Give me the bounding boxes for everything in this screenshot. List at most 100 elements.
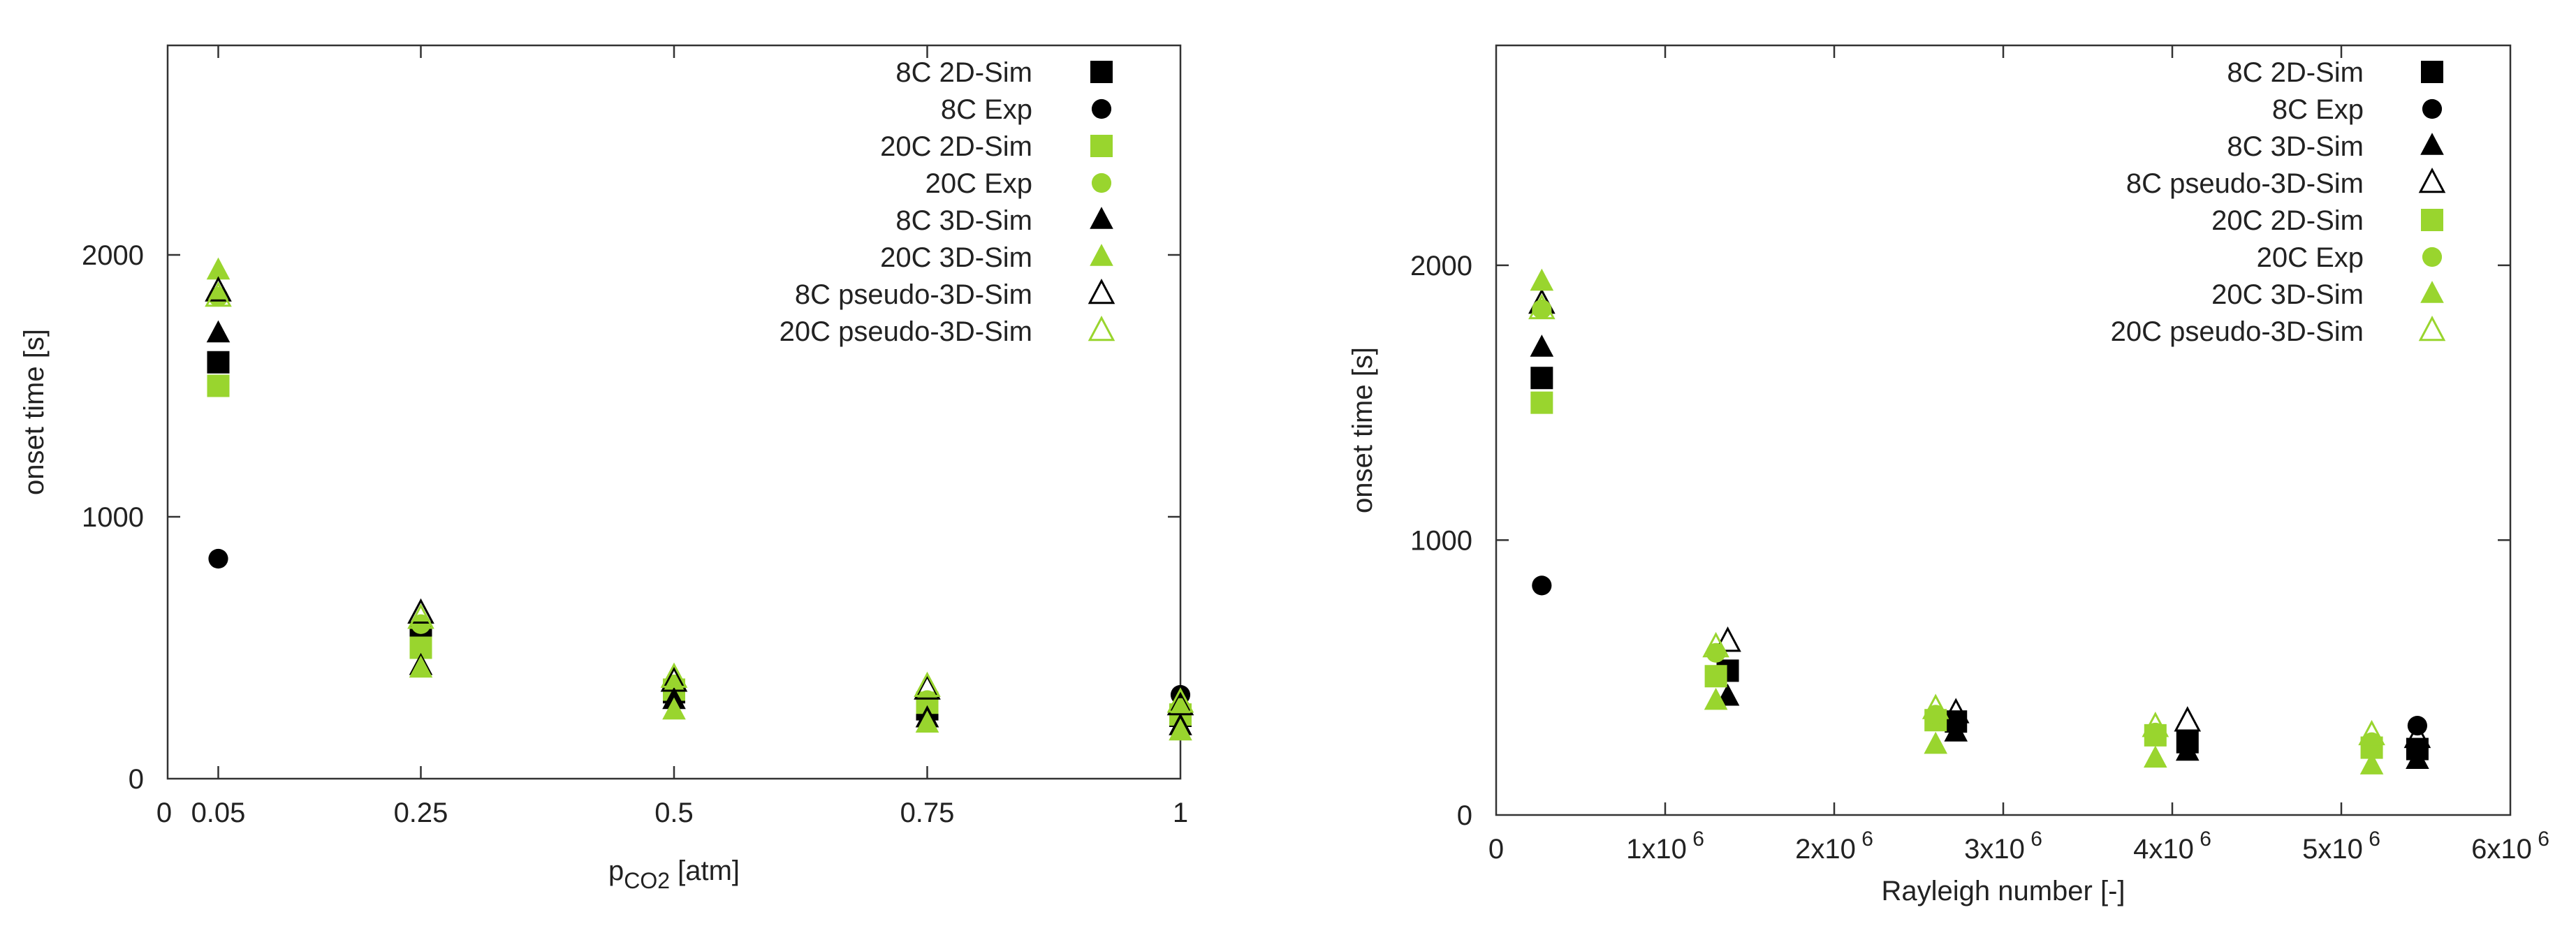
data-point xyxy=(411,614,431,634)
data-point xyxy=(1944,719,1968,742)
legend-marker xyxy=(1090,135,1113,157)
data-point xyxy=(1702,631,1729,658)
y-tick-label: 1000 xyxy=(82,502,144,533)
legend-label: 20C Exp xyxy=(925,168,1032,199)
legend-label: 20C pseudo-3D-Sim xyxy=(780,316,1032,347)
data-point xyxy=(208,548,228,569)
x-tick-label: 0.75 xyxy=(900,798,955,828)
data-point xyxy=(660,666,688,692)
series-8c-3d-sim xyxy=(1530,335,2429,770)
legend-marker xyxy=(1090,207,1113,229)
series-8c-exp xyxy=(1532,575,2427,736)
legend-label: 20C pseudo-3D-Sim xyxy=(2111,316,2364,347)
legend-label: 8C 3D-Sim xyxy=(895,205,1032,236)
legend: 8C 2D-Sim 8C Exp 8C 3D-Sim 8C pseudo-3D-Sim… xyxy=(2111,57,2446,347)
x-tick-label: 3x10 6 xyxy=(1964,828,2042,865)
y-tick-label: 0 xyxy=(1457,800,1472,831)
series-20c-3d-sim xyxy=(206,257,1192,741)
legend-marker xyxy=(2420,133,2444,155)
data-point xyxy=(1169,718,1192,741)
data-point xyxy=(205,276,232,302)
chart-rayleigh: 0 1x10 6 2x10 6 3x10 6 4x10 6 5x10 6 6x10 6010… xyxy=(1347,44,2549,906)
legend-label: 20C 2D-Sim xyxy=(880,131,1032,162)
series-8c-pseudo-3d-sim xyxy=(1528,288,2431,749)
x-tick-base: 2x10 xyxy=(1795,834,1856,865)
series-8c-pseudo-3d-sim xyxy=(205,276,1194,716)
x-tick-label: 0.25 xyxy=(394,798,448,828)
data-point xyxy=(1530,335,1554,357)
series-20c-2d-sim xyxy=(207,374,1192,726)
legend: 8C 2D-Sim 8C Exp 20C 2D-Sim 20C Exp 8C 3D-Si… xyxy=(780,57,1115,347)
data-point xyxy=(2174,706,2202,732)
x-tick-exponent: 6 xyxy=(2194,828,2211,851)
y-axis-label: onset time [s] xyxy=(1347,347,1378,513)
data-point xyxy=(1714,626,1741,652)
x-tick-base: 5x10 xyxy=(2302,834,2363,865)
series-20c-3d-sim xyxy=(1530,268,2384,774)
series-20c-exp xyxy=(208,286,1191,718)
x-tick-label: 0.5 xyxy=(654,798,694,828)
data-point xyxy=(2358,719,2385,746)
x-tick-label: 5x10 6 xyxy=(2302,828,2380,865)
data-point xyxy=(2175,738,2200,761)
x-axis-label-subscript: CO2 xyxy=(624,868,670,893)
data-point xyxy=(207,374,230,397)
data-point xyxy=(2403,722,2431,749)
data-point xyxy=(1922,693,1949,719)
y-tick-label: 1000 xyxy=(1410,525,1472,556)
legend-label: 20C Exp xyxy=(2257,242,2364,273)
x-tick-exponent: 6 xyxy=(2532,828,2549,851)
data-point xyxy=(206,257,230,280)
data-point xyxy=(1926,705,1946,725)
x-tick-base: 6x10 xyxy=(2471,834,2532,865)
y-tick-label: 2000 xyxy=(82,240,144,271)
data-point xyxy=(1530,391,1553,414)
legend-marker xyxy=(2422,98,2443,119)
data-point xyxy=(407,603,434,629)
x-tick-label: 1x10 6 xyxy=(1626,828,1704,865)
data-point xyxy=(206,320,230,343)
x-tick-exponent: 6 xyxy=(1856,828,1873,851)
x-axis-label: Rayleigh number [-] xyxy=(1881,876,2125,906)
legend-label: 20C 2D-Sim xyxy=(2211,205,2364,236)
data-point xyxy=(1942,698,1970,724)
legend-marker xyxy=(2418,167,2446,193)
legend-marker xyxy=(1090,61,1113,83)
y-tick-label: 0 xyxy=(129,764,144,795)
x-tick-base: 1x10 xyxy=(1626,834,1687,865)
legend-marker xyxy=(1088,278,1115,304)
legend-label: 20C 3D-Sim xyxy=(880,242,1032,273)
x-tick-label: 0 xyxy=(1488,834,1504,865)
legend-marker xyxy=(2421,61,2443,83)
legend-marker xyxy=(2421,209,2443,231)
legend-label: 8C pseudo-3D-Sim xyxy=(2126,168,2364,199)
x-tick-exponent: 6 xyxy=(1687,828,1704,851)
series-8c-2d-sim xyxy=(1530,367,2429,761)
y-tick-label: 2000 xyxy=(1410,251,1472,281)
series-8c-2d-sim xyxy=(207,351,1192,727)
data-point xyxy=(1532,575,1552,596)
series-20c-pseudo-3d-sim xyxy=(205,281,1194,713)
data-point xyxy=(1924,731,1947,754)
legend-label: 8C Exp xyxy=(941,94,1032,125)
series-20c-pseudo-3d-sim xyxy=(1528,293,2385,746)
legend-label: 8C pseudo-3D-Sim xyxy=(795,279,1032,310)
legend-marker xyxy=(2422,247,2443,267)
data-point xyxy=(1530,268,1554,291)
data-point xyxy=(1166,687,1194,713)
chart-pco2: 0 0.05 0.25 0.5 0.75 1 0 1000 2000 pCO2 [atm] onse… xyxy=(19,44,1194,893)
x-tick-label: 2x10 6 xyxy=(1795,828,1873,865)
legend-marker xyxy=(2420,281,2444,303)
data-point xyxy=(660,662,688,688)
x-tick-label: 6x10 6 xyxy=(2471,828,2549,865)
x-tick-label: 0.05 xyxy=(191,798,246,828)
x-tick-exponent: 6 xyxy=(2363,828,2380,851)
legend-marker xyxy=(2418,315,2446,342)
legend-marker xyxy=(1090,244,1113,266)
x-tick-label: 4x10 6 xyxy=(2133,828,2211,865)
x-tick-label: 1 xyxy=(1173,798,1188,828)
x-tick-label: 0 xyxy=(156,798,172,828)
data-point xyxy=(1706,642,1726,663)
data-point xyxy=(2406,747,2429,770)
y-axis-label: onset time [s] xyxy=(19,329,50,495)
